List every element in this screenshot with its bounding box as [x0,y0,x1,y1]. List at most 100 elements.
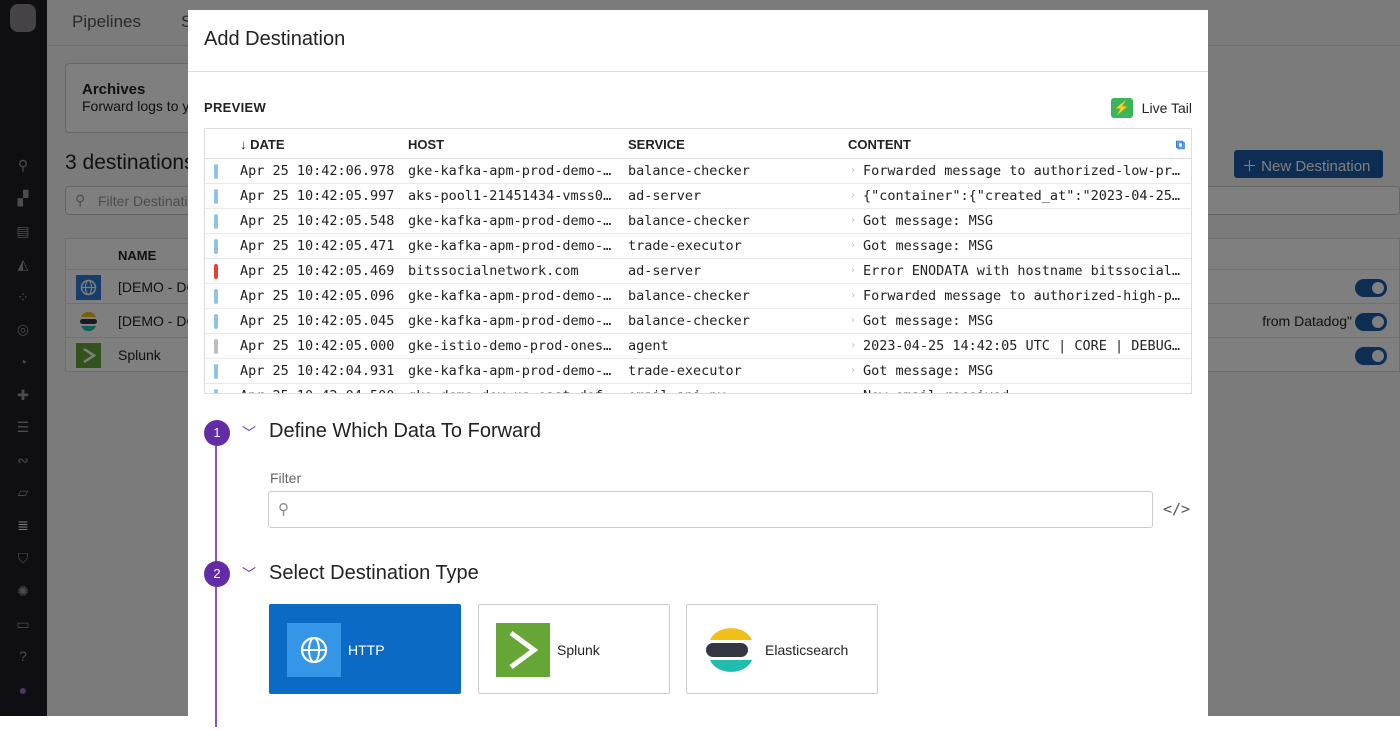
chevron-right-icon: › [850,315,857,326]
log-host: gke-demo-dev-us-east-def… [408,388,618,393]
status-indicator [214,189,218,204]
option-label: HTTP [348,642,385,658]
log-service: trade-executor [628,238,742,254]
status-indicator [214,239,218,254]
destination-type-elasticsearch[interactable]: Elasticsearch [686,604,878,694]
date-header-label: DATE [250,137,285,152]
step-2-title[interactable]: Select Destination Type [269,562,479,584]
step-1-title[interactable]: Define Which Data To Forward [269,420,541,442]
table-header: ↓ DATE HOST SERVICE CONTENT ⧉ [205,129,1191,159]
log-row[interactable]: Apr 25 10:42:05.471 gke-kafka-apm-prod-d… [205,234,1191,259]
step-connector [215,446,217,562]
log-content: Got message: MSG [863,313,994,329]
log-content: {"container":{"created_at":"2023-04-25T… [863,188,1185,204]
log-service: ad-server [628,188,702,204]
log-date: Apr 25 10:42:05.548 [240,213,395,229]
log-content: Forwarded message to authorized-high-pr… [863,288,1185,304]
log-service: balance-checker [628,288,750,304]
chevron-down-icon[interactable]: ﹀ [242,425,256,441]
log-service: balance-checker [628,313,750,329]
chevron-right-icon: › [850,165,857,176]
filter-label: Filter [270,470,302,486]
step-2-badge: 2 [204,561,230,587]
chevron-right-icon: › [850,340,857,351]
code-icon[interactable]: </> [1163,500,1191,518]
filter-input[interactable] [301,498,1141,522]
log-row[interactable]: Apr 25 10:42:05.469 bitssocialnetwork.co… [205,259,1191,284]
log-date: Apr 25 10:42:04.931 [240,363,395,379]
chevron-right-icon: › [850,390,856,393]
filter-field[interactable]: ⚲ [268,491,1153,528]
log-date: Apr 25 10:42:05.997 [240,188,395,204]
splunk-icon [496,623,550,677]
lightning-icon: ⚡ [1110,98,1133,118]
log-host: gke-kafka-apm-prod-demo-… [408,163,612,179]
log-date: Apr 25 10:42:04.500 [240,388,400,393]
log-service: balance-checker [628,213,750,229]
globe-icon [287,623,341,677]
log-date: Apr 25 10:42:06.978 [240,163,395,179]
log-host: gke-istio-demo-prod-ones… [408,338,612,354]
chevron-right-icon: › [850,265,857,276]
elasticsearch-icon [706,628,752,672]
date-column-header[interactable]: ↓ DATE [240,137,285,152]
log-content: Got message: MSG [863,213,994,229]
log-date: Apr 25 10:42:05.000 [240,338,395,354]
log-host: aks-pool1-21451434-vmss0… [408,188,612,204]
status-indicator [214,339,218,354]
status-indicator [214,289,218,304]
chevron-right-icon: › [850,290,857,301]
log-service: email-api-py [628,388,838,393]
chevron-right-icon: › [850,215,857,226]
content-column-header[interactable]: CONTENT [848,137,911,152]
preview-label: PREVIEW [204,100,267,115]
status-indicator [214,389,218,393]
step-1-badge: 1 [204,420,230,446]
chevron-down-icon[interactable]: ﹀ [242,566,256,582]
destination-type-splunk[interactable]: Splunk [478,604,670,694]
chevron-right-icon: › [850,240,857,251]
log-row[interactable]: Apr 25 10:42:05.096 gke-kafka-apm-prod-d… [205,284,1191,309]
step-connector [215,587,217,727]
chevron-right-icon: › [850,365,857,376]
open-external-icon[interactable]: ⧉ [1175,137,1185,152]
chevron-right-icon: › [850,190,857,201]
log-row[interactable]: Apr 25 10:42:05.548 gke-kafka-apm-prod-d… [205,209,1191,234]
log-content: Error ENODATA with hostname bitssocialn… [863,263,1185,279]
status-indicator [214,214,218,229]
status-indicator [214,164,218,179]
log-host: gke-kafka-apm-prod-demo-… [408,313,612,329]
option-label: Splunk [557,642,600,658]
log-content: Got message: MSG [863,238,994,254]
log-row[interactable]: Apr 25 10:42:05.045 gke-kafka-apm-prod-d… [205,309,1191,334]
log-date: Apr 25 10:42:05.096 [240,288,395,304]
log-row[interactable]: Apr 25 10:42:06.978 gke-kafka-apm-prod-d… [205,159,1191,184]
log-date: Apr 25 10:42:05.471 [240,238,395,254]
log-date: Apr 25 10:42:05.045 [240,313,395,329]
host-column-header[interactable]: HOST [408,137,445,152]
log-host: gke-kafka-apm-prod-demo-… [408,238,612,254]
log-row[interactable]: Apr 25 10:42:05.997 aks-pool1-21451434-v… [205,184,1191,209]
add-destination-modal: Add Destination PREVIEW ⚡ Live Tail ↓ DAT… [188,10,1208,730]
log-date: Apr 25 10:42:05.469 [240,263,395,279]
log-host: gke-kafka-apm-prod-demo-… [408,213,612,229]
option-label: Elasticsearch [765,642,849,658]
modal-title: Add Destination [204,28,346,50]
divider [188,71,1208,72]
log-service: trade-executor [628,363,742,379]
log-host: gke-kafka-apm-prod-demo-… [408,363,612,379]
log-host: gke-kafka-apm-prod-demo-… [408,288,612,304]
preview-log-table: ↓ DATE HOST SERVICE CONTENT ⧉ Apr 25 10:… [204,128,1192,394]
destination-type-http[interactable]: HTTP [269,604,461,694]
status-indicator [214,264,218,279]
live-tail-label: Live Tail [1141,100,1192,116]
live-tail-button[interactable]: ⚡ Live Tail [1110,98,1192,118]
search-icon: ⚲ [278,501,289,518]
log-row[interactable]: Apr 25 10:42:05.000 gke-istio-demo-prod-… [205,334,1191,359]
log-service: balance-checker [628,163,750,179]
log-row[interactable]: Apr 25 10:42:04.931 gke-kafka-apm-prod-d… [205,359,1191,384]
log-content: New email received [863,388,1185,393]
log-content: Got message: MSG [863,363,994,379]
service-column-header[interactable]: SERVICE [628,137,685,152]
log-row[interactable]: Apr 25 10:42:04.500 gke-demo-dev-us-east… [205,384,1191,393]
